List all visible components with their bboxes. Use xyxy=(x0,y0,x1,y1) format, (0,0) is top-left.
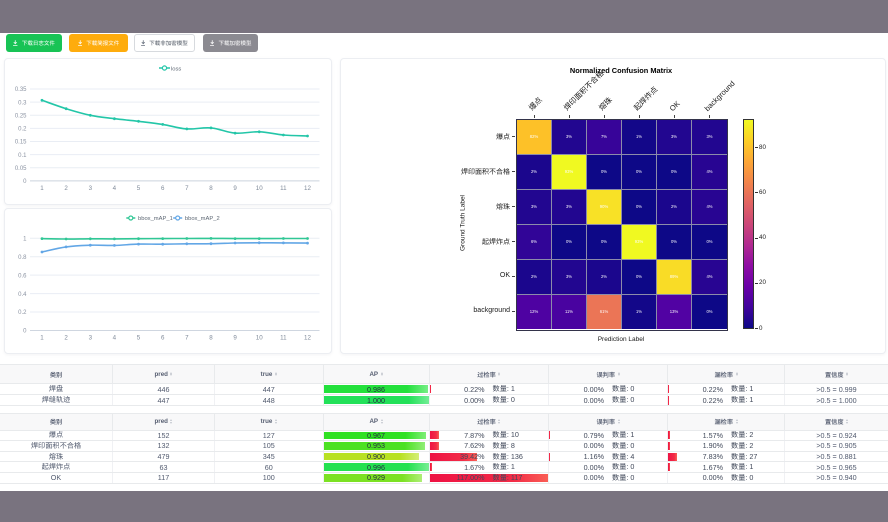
svg-text:10: 10 xyxy=(256,185,263,192)
svg-text:6: 6 xyxy=(161,185,165,192)
svg-text:0.2: 0.2 xyxy=(18,126,27,132)
svg-text:2: 2 xyxy=(64,185,68,192)
svg-text:12: 12 xyxy=(304,185,311,192)
svg-text:11: 11 xyxy=(280,185,287,192)
svg-text:11: 11 xyxy=(280,335,287,342)
svg-text:4: 4 xyxy=(113,185,117,192)
svg-text:0.2: 0.2 xyxy=(18,310,27,316)
svg-text:bbox_mAP_2: bbox_mAP_2 xyxy=(185,216,220,222)
svg-text:10: 10 xyxy=(256,335,263,342)
svg-text:3: 3 xyxy=(89,185,93,192)
svg-text:5: 5 xyxy=(137,185,141,192)
svg-text:0.1: 0.1 xyxy=(18,152,27,158)
svg-text:0.6: 0.6 xyxy=(18,273,27,279)
svg-text:loss: loss xyxy=(171,66,181,72)
svg-text:9: 9 xyxy=(233,185,237,192)
svg-text:3: 3 xyxy=(89,335,93,342)
svg-text:0.35: 0.35 xyxy=(15,87,27,93)
svg-text:8: 8 xyxy=(209,185,213,192)
svg-text:6: 6 xyxy=(161,335,165,342)
svg-text:7: 7 xyxy=(185,185,189,192)
svg-text:0.05: 0.05 xyxy=(15,166,27,172)
svg-text:bbox_mAP_1: bbox_mAP_1 xyxy=(138,216,173,222)
svg-text:0: 0 xyxy=(23,179,27,185)
svg-text:12: 12 xyxy=(304,335,311,342)
svg-text:0.15: 0.15 xyxy=(15,139,27,145)
svg-text:5: 5 xyxy=(137,335,141,342)
svg-text:4: 4 xyxy=(113,335,117,342)
svg-text:1: 1 xyxy=(40,335,44,342)
svg-text:0: 0 xyxy=(23,329,27,335)
svg-text:0.4: 0.4 xyxy=(18,292,27,298)
svg-text:1: 1 xyxy=(23,236,27,242)
svg-text:7: 7 xyxy=(185,335,189,342)
svg-text:8: 8 xyxy=(209,335,213,342)
svg-text:0.3: 0.3 xyxy=(18,100,27,106)
svg-text:2: 2 xyxy=(64,335,68,342)
svg-text:0.25: 0.25 xyxy=(15,113,27,119)
svg-text:9: 9 xyxy=(233,335,237,342)
svg-text:0.8: 0.8 xyxy=(18,255,27,261)
svg-text:1: 1 xyxy=(40,185,44,192)
